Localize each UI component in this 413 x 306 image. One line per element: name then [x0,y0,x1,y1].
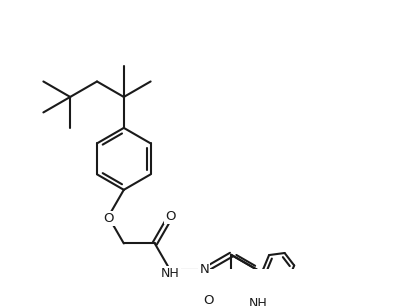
Text: NH: NH [249,297,267,306]
Text: NH: NH [161,267,180,280]
Text: O: O [165,210,176,223]
Text: O: O [203,294,214,306]
Text: O: O [103,212,114,225]
Text: N: N [199,263,209,276]
